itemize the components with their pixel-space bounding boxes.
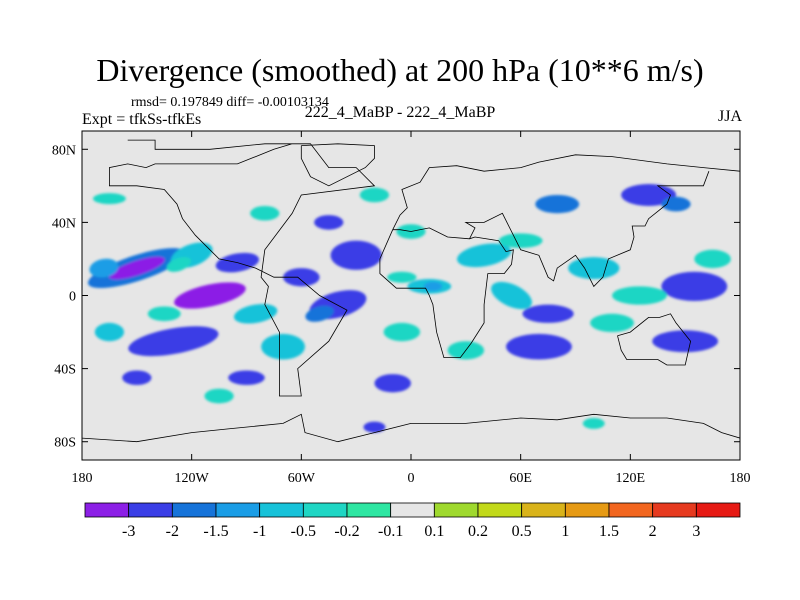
colorbar-swatch (171, 502, 217, 518)
divergence-region-2 (89, 258, 119, 278)
x-tick-label: 0 (408, 471, 415, 486)
y-tick-label: 80N (52, 143, 76, 158)
plot-title: Divergence (smoothed) at 200 hPa (10**6 … (96, 52, 704, 88)
colorbar-level-label: 3 (692, 523, 700, 540)
divergence-region-31 (535, 194, 580, 214)
divergence-region-18 (94, 322, 125, 342)
divergence-region-30 (652, 330, 719, 353)
contour-fill-layer (88, 184, 731, 433)
divergence-region-20 (228, 370, 265, 386)
x-tick-label: 180 (730, 471, 751, 486)
colorbar-level-label: -1 (253, 523, 266, 540)
colorbar-swatch (652, 502, 697, 518)
y-tick-label: 0 (69, 290, 76, 305)
coastline-segment-4 (617, 313, 692, 366)
divergence-region-26 (522, 304, 574, 323)
divergence-region-17 (92, 193, 126, 205)
colorbar: -3 -2 -1.5 -1 -0.5 -0.2 -0.1 0.1 0.2 0.5 1 1.5 2 3 (84, 502, 741, 540)
y-tick-label: 40S (54, 363, 76, 378)
colorbar-level-label: -0.5 (291, 523, 316, 540)
colorbar-level-label: 0.5 (512, 523, 532, 540)
y-axis: 80N 40N 0 40S 80S (52, 143, 740, 451)
coastline-segment-2 (379, 227, 514, 359)
divergence-region-19 (147, 306, 181, 322)
colorbar-swatch (564, 502, 610, 518)
x-tick-label: 180 (72, 471, 93, 486)
colorbar-level-label: -3 (122, 523, 135, 540)
divergence-region-4 (166, 256, 192, 272)
y-tick-label: 80S (54, 436, 76, 451)
divergence-region-21 (363, 421, 386, 433)
colorbar-level-label: 0.2 (468, 523, 488, 540)
divergence-region-12 (261, 333, 305, 360)
coastline-layer (82, 139, 740, 443)
colorbar-level-label: 2 (649, 523, 657, 540)
divergence-region-34 (498, 233, 543, 248)
divergence-region-15 (374, 374, 411, 393)
coastline-segment-1 (392, 154, 740, 230)
divergence-region-28 (568, 257, 620, 280)
stats-line: rmsd= 0.197849 diff= -0.00103134 (131, 95, 329, 110)
x-axis: 180 120W 60W 0 60E 120E 180 (72, 131, 751, 486)
divergence-region-33 (661, 196, 691, 212)
divergence-region-25 (491, 281, 532, 310)
x-tick-label: 120E (616, 471, 646, 486)
x-tick-label: 60E (509, 471, 532, 486)
experiment-subtitle: 222_4_MaBP - 222_4_MaBP (304, 104, 496, 121)
colorbar-level-label: -1.5 (203, 523, 228, 540)
colorbar-swatch (695, 502, 741, 518)
colorbar-level-label: -2 (166, 523, 179, 540)
colorbar-swatch (477, 502, 523, 518)
colorbar-level-label: -0.2 (334, 523, 359, 540)
divergence-region-16 (314, 215, 344, 230)
divergence-region-41 (250, 205, 280, 221)
divergence-region-44 (204, 388, 234, 404)
divergence-region-29 (661, 271, 728, 301)
divergence-region-35 (612, 286, 667, 305)
divergence-region-24 (457, 243, 512, 268)
season-label: JJA (717, 108, 742, 125)
coastline-segment-6 (300, 143, 375, 187)
coastline-segment-5 (82, 413, 740, 443)
divergence-region-37 (694, 249, 731, 269)
colorbar-swatch (390, 502, 435, 518)
colorbar-level-label: 1 (561, 523, 569, 540)
divergence-region-14 (122, 370, 152, 386)
divergence-region-27 (506, 333, 572, 360)
divergence-region-13 (233, 304, 278, 324)
divergence-region-40 (582, 417, 605, 429)
divergence-region-10 (305, 305, 334, 322)
colorbar-swatch (521, 502, 566, 518)
divergence-region-1 (108, 256, 165, 280)
colorbar-swatch (608, 502, 654, 518)
colorbar-swatch (346, 502, 392, 518)
divergence-region-36 (590, 313, 634, 333)
divergence-region-23 (423, 281, 443, 291)
y-tick-label: 40N (52, 216, 76, 231)
colorbar-swatch (259, 502, 304, 518)
colorbar-level-label: 0.1 (424, 523, 444, 540)
colorbar-swatch (215, 502, 261, 518)
divergence-region-39 (383, 322, 421, 342)
x-tick-label: 120W (175, 471, 210, 486)
colorbar-swatch (128, 502, 173, 518)
divergence-region-42 (359, 187, 390, 203)
divergence-region-8 (174, 282, 246, 309)
colorbar-swatch (302, 502, 348, 518)
coastline-segment-0 (109, 139, 376, 397)
x-tick-label: 60W (288, 471, 316, 486)
coastline-segment-3 (464, 171, 710, 288)
colorbar-swatch (433, 502, 479, 518)
colorbar-swatch (84, 502, 130, 518)
colorbar-level-label: 1.5 (599, 523, 619, 540)
divergence-region-7 (330, 240, 382, 270)
expt-label: Expt = tfkSs-tfkEs (82, 111, 202, 128)
divergence-region-11 (128, 326, 219, 357)
colorbar-level-label: -0.1 (378, 523, 403, 540)
divergence-region-45 (387, 271, 417, 283)
divergence-region-6 (283, 268, 320, 287)
